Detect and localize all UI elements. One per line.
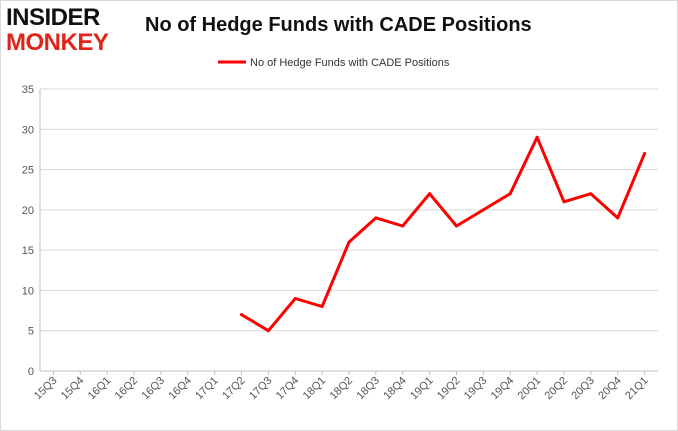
- x-tick-label: 19Q2: [435, 375, 463, 403]
- insider-monkey-logo: INSIDER MONKEY: [6, 6, 128, 56]
- x-tick-label: 20Q1: [516, 375, 544, 403]
- x-tick-label: 16Q2: [113, 375, 141, 403]
- gridlines: [40, 88, 658, 372]
- x-tick-label: 15Q4: [59, 375, 87, 403]
- x-tick-label: 16Q1: [86, 375, 114, 403]
- data-point: [266, 329, 270, 333]
- data-point: [562, 200, 566, 204]
- data-point: [535, 135, 539, 139]
- data-point: [455, 224, 458, 228]
- x-tick-label: 16Q4: [166, 375, 194, 403]
- x-tick-label: 19Q1: [408, 375, 436, 403]
- x-tick-label: 17Q3: [247, 375, 275, 403]
- data-point: [481, 208, 485, 212]
- x-tick-label: 18Q3: [354, 375, 382, 403]
- legend-label: No of Hedge Funds with CADE Positions: [250, 57, 450, 69]
- x-tick-label: 18Q2: [328, 375, 356, 403]
- y-tick-labels: 0 5 10 15 20 25 30 35: [22, 84, 34, 378]
- x-tick-label: 20Q2: [543, 375, 571, 403]
- series-line: [240, 135, 647, 333]
- x-tick-label: 17Q1: [193, 375, 221, 403]
- chart-title: No of Hedge Funds with CADE Positions: [145, 14, 532, 36]
- x-tick-label: 19Q3: [462, 375, 490, 403]
- y-tick-label: 20: [22, 205, 34, 217]
- x-tick-labels: 15Q3 15Q4 16Q1 16Q2 16Q3 16Q4 17Q1 17Q2 17Q3 17Q4…: [32, 375, 651, 403]
- data-point: [428, 192, 432, 196]
- series-lines: [240, 135, 647, 333]
- data-point: [320, 305, 324, 308]
- x-tick-label: 17Q4: [274, 375, 302, 403]
- y-tick-label: 35: [22, 84, 34, 96]
- x-tick-label: 19Q4: [489, 375, 517, 403]
- y-tick-label: 25: [22, 165, 34, 177]
- x-tick-label: 20Q3: [569, 375, 597, 403]
- data-point: [240, 313, 243, 317]
- y-tick-label: 15: [22, 245, 34, 257]
- data-point: [643, 152, 647, 155]
- legend: No of Hedge Funds with CADE Positions: [218, 57, 450, 69]
- x-tick-label: 18Q1: [301, 375, 329, 403]
- y-tick-label: 0: [28, 366, 34, 378]
- y-tick-label: 10: [22, 285, 34, 297]
- data-point: [374, 216, 378, 220]
- axes: [39, 89, 658, 375]
- data-point: [589, 192, 593, 196]
- data-point: [293, 297, 297, 300]
- data-point: [401, 224, 405, 228]
- data-point: [508, 192, 512, 196]
- data-point: [347, 240, 351, 244]
- x-tick-label: 18Q4: [381, 375, 409, 403]
- x-tick-label: 17Q2: [220, 375, 248, 403]
- logo-text-top: INSIDER: [6, 4, 100, 31]
- y-tick-label: 30: [22, 124, 34, 136]
- data-point: [616, 216, 620, 220]
- x-tick-label: 21Q1: [623, 375, 651, 403]
- y-tick-label: 5: [28, 326, 34, 338]
- x-tick-label: 20Q4: [596, 375, 624, 403]
- x-tick-label: 15Q3: [32, 375, 60, 403]
- logo-text-bottom: MONKEY: [6, 29, 109, 56]
- x-tick-label: 16Q3: [140, 375, 168, 403]
